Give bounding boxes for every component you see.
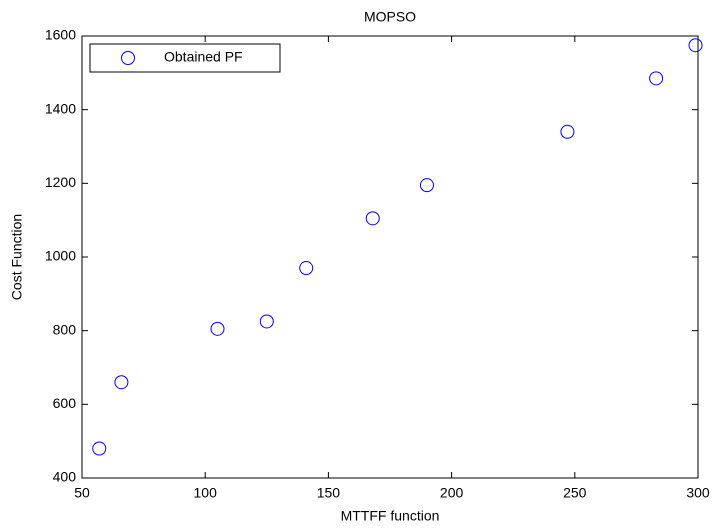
data-point <box>560 124 575 139</box>
x-tick-label: 300 <box>686 485 710 501</box>
x-tick-label: 200 <box>440 485 464 501</box>
y-tick-label: 400 <box>53 469 77 485</box>
data-point <box>649 71 664 86</box>
x-tick-label: 250 <box>563 485 587 501</box>
x-tick-label: 100 <box>194 485 218 501</box>
legend-label: Obtained PF <box>164 49 243 65</box>
y-tick-label: 1000 <box>45 248 76 264</box>
y-tick-label: 1200 <box>45 174 76 190</box>
data-point <box>114 375 129 390</box>
x-tick-label: 50 <box>74 485 90 501</box>
y-tick-label: 600 <box>53 395 77 411</box>
y-tick-label: 800 <box>53 321 77 337</box>
data-point <box>259 314 274 329</box>
data-point <box>210 321 225 336</box>
legend-marker <box>121 51 135 65</box>
data-point <box>419 178 434 193</box>
data-point <box>688 38 703 53</box>
y-tick-label: 1600 <box>45 27 76 43</box>
y-axis-label: Cost Function <box>9 214 25 300</box>
data-point <box>365 211 380 226</box>
y-tick-label: 1400 <box>45 100 76 116</box>
x-axis-label: MTTFF function <box>341 508 440 524</box>
x-tick-label: 150 <box>317 485 341 501</box>
chart-title: MOPSO <box>364 9 416 25</box>
data-point <box>299 261 314 276</box>
data-point <box>92 441 107 456</box>
